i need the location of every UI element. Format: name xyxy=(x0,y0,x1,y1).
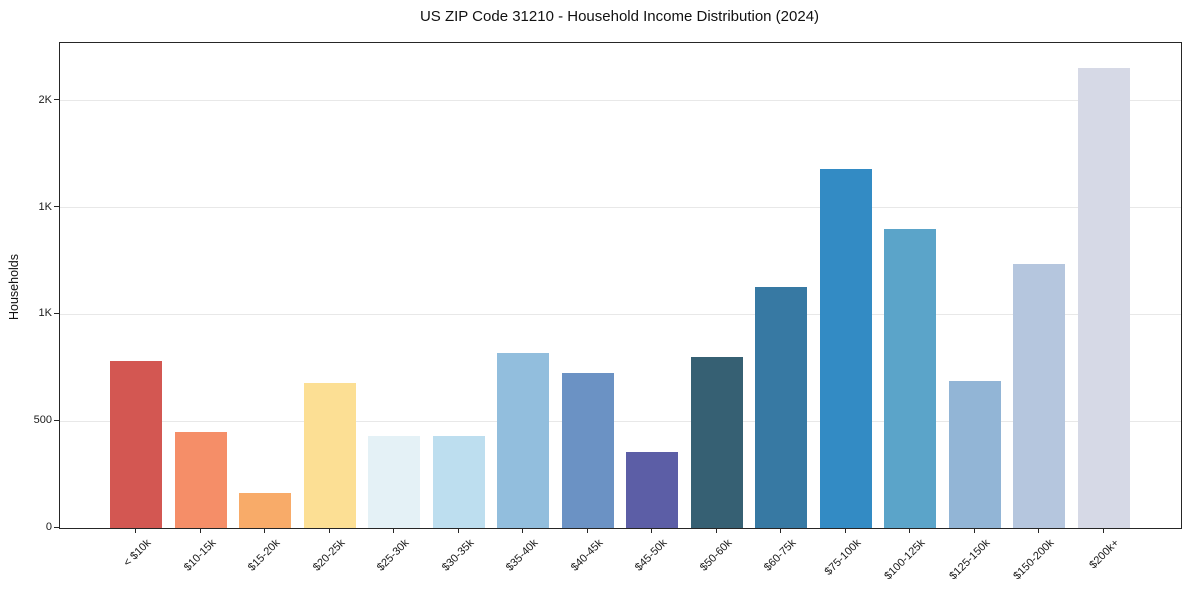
x-tick-mark xyxy=(199,529,201,533)
bar xyxy=(174,431,227,528)
x-tick-mark xyxy=(586,529,588,533)
x-tick-mark xyxy=(393,529,394,533)
x-tick-mark xyxy=(780,529,781,533)
gridline xyxy=(60,100,1181,102)
gridline xyxy=(60,313,1181,315)
bar xyxy=(755,286,807,528)
bar xyxy=(368,436,420,528)
y-tick-label: 2K xyxy=(38,93,52,106)
bar xyxy=(303,382,356,528)
x-tick-mark xyxy=(522,529,523,533)
gridline xyxy=(60,207,1181,209)
y-tick-label: 0 xyxy=(45,521,52,533)
x-tick-mark xyxy=(135,529,136,533)
x-tick-label: < $10k xyxy=(121,537,154,570)
y-tick-mark xyxy=(54,419,59,421)
y-tick-mark xyxy=(54,526,59,528)
x-tick-mark xyxy=(715,529,717,533)
x-tick-mark xyxy=(651,529,652,533)
bar xyxy=(432,436,485,528)
bar xyxy=(948,380,1001,528)
x-tick-mark xyxy=(844,529,846,533)
x-tick-mark xyxy=(1038,529,1039,533)
plot-area xyxy=(59,42,1182,529)
x-tick-mark xyxy=(1102,529,1104,533)
x-tick-mark xyxy=(457,529,459,533)
y-tick-mark xyxy=(54,206,59,207)
y-tick-label: 1K xyxy=(38,307,52,320)
bar xyxy=(690,357,743,528)
bar xyxy=(561,373,614,528)
bar xyxy=(497,352,549,528)
bar xyxy=(884,228,936,528)
gridline xyxy=(60,420,1181,422)
x-tick-mark xyxy=(909,529,910,533)
y-tick-mark xyxy=(54,312,59,314)
bar xyxy=(626,452,678,528)
x-tick-mark xyxy=(264,529,265,533)
bar xyxy=(1077,67,1130,528)
x-tick-mark xyxy=(328,529,330,533)
y-tick-label: 1K xyxy=(38,200,52,213)
y-tick-label: 500 xyxy=(33,414,52,427)
x-tick-mark xyxy=(973,529,975,533)
bar xyxy=(239,492,291,528)
bar xyxy=(819,169,872,528)
chart-title: US ZIP Code 31210 - Household Income Dis… xyxy=(419,8,820,25)
bar xyxy=(110,361,162,528)
bar xyxy=(1013,264,1065,528)
y-axis-label: Households xyxy=(7,254,21,321)
y-tick-mark xyxy=(54,99,59,101)
